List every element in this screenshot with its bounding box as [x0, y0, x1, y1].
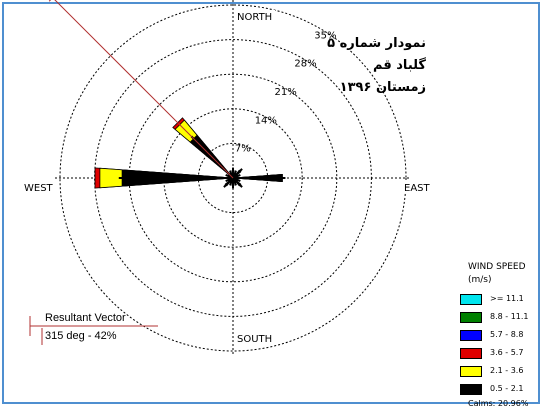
legend-item: 0.5 - 2.1	[460, 384, 544, 396]
label-bg	[235, 332, 273, 344]
title-line-2: گلباد قم	[373, 58, 426, 73]
ring-label: 7%	[235, 144, 251, 155]
legend-swatch	[460, 312, 482, 323]
resultant-vector-title: Resultant Vector	[45, 312, 126, 324]
chart-frame	[2, 2, 540, 404]
legend-label: >= 11.1	[490, 294, 524, 303]
ring-label: 28%	[294, 59, 316, 70]
label-bg	[22, 181, 52, 193]
resultant-vector-line	[54, 0, 234, 179]
label-bg	[402, 181, 430, 193]
legend-swatch	[460, 348, 482, 359]
ring-label: 14%	[255, 115, 277, 126]
ring-label: 35%	[314, 30, 336, 41]
direction-label: SOUTH	[237, 334, 272, 345]
legend-item: 2.1 - 3.6	[460, 366, 544, 378]
legend-label: 2.1 - 3.6	[490, 366, 524, 375]
legend-label: 8.8 - 11.1	[490, 312, 529, 321]
ring	[59, 4, 407, 352]
legend-units: (m/s)	[468, 275, 492, 285]
resultant-vector-tick	[48, 0, 52, 2]
label-bg	[235, 10, 275, 22]
direction-label: EAST	[404, 183, 431, 194]
direction-label: NORTH	[237, 12, 272, 23]
direction-label: WEST	[24, 183, 54, 194]
legend-swatch	[460, 366, 482, 377]
legend-swatch	[460, 384, 482, 395]
legend-label: 3.6 - 5.7	[490, 348, 524, 357]
legend-item: 8.8 - 11.1	[460, 312, 544, 324]
legend-swatch	[460, 294, 482, 305]
legend-title: WIND SPEED	[468, 262, 526, 272]
title-line-1: نمودار شماره ۵	[327, 36, 426, 51]
legend: WIND SPEED (m/s) >= 11.1 8.8 - 11.1 5.7 …	[460, 262, 544, 408]
legend-swatch	[460, 330, 482, 341]
calms-label: Calms: 20.96%	[468, 399, 529, 408]
legend-label: 5.7 - 8.8	[490, 330, 524, 339]
resultant-vector-value: 315 deg - 42%	[45, 330, 117, 342]
ring-label: 21%	[275, 87, 297, 98]
petal-spoke	[229, 170, 234, 179]
legend-item: 5.7 - 8.8	[460, 330, 544, 342]
legend-item: 3.6 - 5.7	[460, 348, 544, 360]
legend-label: 0.5 - 2.1	[490, 384, 524, 393]
legend-item: >= 11.1	[460, 294, 544, 306]
title-line-3: زمستان ۱۳۹۶	[339, 80, 426, 95]
